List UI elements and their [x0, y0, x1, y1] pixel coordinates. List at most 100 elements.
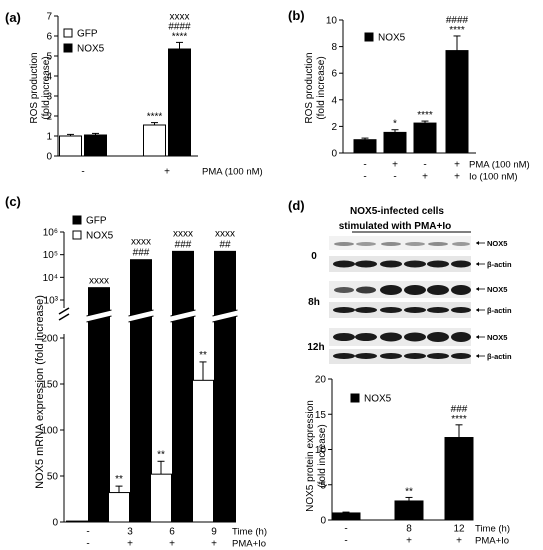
- y-tick-label: 0: [52, 518, 58, 529]
- x-tick-label: 12: [453, 524, 465, 535]
- bar: [394, 500, 424, 521]
- legend-label: GFP: [86, 216, 107, 227]
- bar: [192, 379, 214, 523]
- y-tick-label: 2: [331, 122, 337, 133]
- blot-time-label: 8h: [308, 297, 320, 308]
- panel-c-label: (c): [5, 194, 21, 209]
- blot-band-label: β-actin: [487, 306, 512, 315]
- bar: [172, 250, 194, 523]
- western-blot-image: [329, 236, 471, 364]
- legend-swatch: [350, 393, 360, 403]
- y-tick-label: 10: [315, 445, 327, 456]
- y-tick-label: 0: [46, 152, 52, 163]
- y-tick-label: 7: [46, 12, 52, 23]
- bar-break-line: [86, 315, 112, 323]
- x-row-label: PMA (100 nM): [469, 160, 530, 171]
- x-tick-label: -: [363, 172, 366, 183]
- x-tick-label: +: [422, 172, 428, 183]
- significance-label: xxxx: [215, 228, 235, 239]
- x-tick-label: +: [127, 539, 133, 550]
- panel-c-ylabel: NOX5 mRNA expression (fold increase): [34, 295, 46, 489]
- y-tick-label: 4: [46, 72, 52, 83]
- legend-swatch: [72, 215, 82, 225]
- y-tick-label: 50: [47, 472, 59, 483]
- x-tick-label: +: [169, 539, 175, 550]
- panel-a-label: (a): [5, 10, 21, 25]
- legend-swatch: [364, 32, 374, 42]
- y-tick-label: 6: [46, 32, 52, 43]
- blot-band-label: NOX5: [487, 333, 507, 342]
- significance-label: xxxx: [170, 11, 190, 22]
- x-row-label: Time (h): [232, 527, 267, 538]
- y-tick-label: 15: [315, 410, 327, 421]
- x-tick-label: -: [344, 524, 347, 535]
- axis-break-mark: [58, 313, 70, 321]
- blot-time-label: 12h: [307, 342, 324, 353]
- significance-label: ###: [133, 248, 150, 259]
- bar-break-line: [86, 309, 112, 317]
- panel-b-ylabel-line1: ROS production: [304, 52, 315, 123]
- panel-b-label: (b): [288, 8, 305, 23]
- blot-arrowheads: [476, 241, 479, 358]
- bar: [168, 48, 191, 157]
- significance-label: ####: [168, 21, 191, 32]
- x-row-label: Io (100 nM): [469, 172, 518, 183]
- x-tick-label: 8: [406, 524, 412, 535]
- x-tick-label: -: [86, 539, 89, 550]
- y-tick-label: 3: [46, 92, 52, 103]
- bar: [383, 131, 407, 154]
- x-tick-label: -: [344, 536, 347, 547]
- bar: [445, 50, 469, 154]
- x-tick-label: +: [164, 167, 170, 178]
- blot-band-label: NOX5: [487, 285, 507, 294]
- y-tick-label: 4: [331, 95, 337, 106]
- significance-label: **: [405, 486, 413, 497]
- bar-break-line: [170, 309, 196, 317]
- y-tick-label: 1: [46, 132, 52, 143]
- panel-d-ylabel-line1: NOX5 protein expression: [305, 400, 316, 512]
- bar: [150, 473, 172, 523]
- blot-title-line2: stimulated with PMA+Io: [339, 221, 452, 232]
- bar: [66, 520, 88, 523]
- panel-d-ylabel-line2: (fold increase): [317, 424, 328, 487]
- significance-label: **: [199, 350, 207, 361]
- y-tick-label: 10⁶: [43, 228, 58, 239]
- y-tick-label: 20: [315, 375, 327, 386]
- y-tick-label: 0: [331, 149, 337, 160]
- legend-swatch: [63, 28, 73, 38]
- bar: [331, 512, 361, 521]
- significance-label: **: [157, 449, 165, 460]
- bar: [353, 139, 377, 154]
- panel-a-ylabel-line2: (fold increase): [41, 56, 52, 119]
- significance-label: ****: [451, 414, 467, 425]
- bar: [84, 134, 107, 157]
- bar-break: [171, 310, 195, 322]
- x-tick-label: +: [454, 172, 460, 183]
- axis-break-mark: [58, 307, 70, 315]
- x-tick-label: +: [392, 160, 398, 171]
- y-tick-label: 10³: [44, 296, 59, 307]
- x-tick-label: -: [81, 167, 84, 178]
- bar: [108, 492, 130, 523]
- y-tick-label: 10: [326, 16, 338, 27]
- y-tick-label: 10⁵: [43, 250, 58, 261]
- panel-d-label: (d): [288, 198, 305, 213]
- bar-break-line: [170, 315, 196, 323]
- y-tick-label: 5: [320, 480, 326, 491]
- significance-label: xxxx: [89, 276, 109, 287]
- legend-swatch: [72, 230, 82, 240]
- bar-break-line: [128, 315, 154, 323]
- y-tick-label: 6: [331, 69, 337, 80]
- x-tick-label: +: [211, 539, 217, 550]
- blot-time-label: 0: [311, 251, 317, 262]
- y-tick-label: 200: [41, 334, 58, 345]
- bar: [143, 124, 166, 157]
- bar-break-line: [128, 309, 154, 317]
- x-tick-label: +: [456, 536, 462, 547]
- significance-label: ****: [172, 31, 188, 42]
- x-row-label: PMA+Io: [475, 536, 509, 547]
- x-tick-label: 3: [127, 527, 133, 538]
- significance-label: ####: [446, 15, 469, 26]
